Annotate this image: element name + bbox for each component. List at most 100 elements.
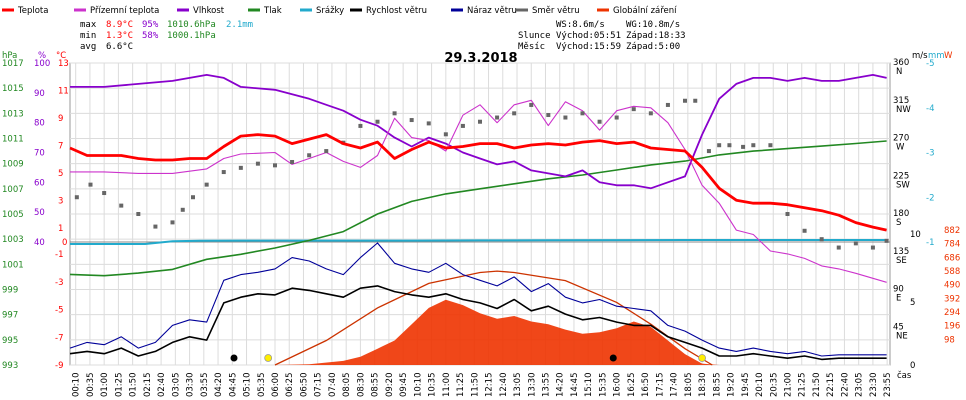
wind-direction-point: [392, 111, 397, 116]
wind-direction-point: [74, 195, 79, 200]
wind-direction-point: [529, 102, 534, 107]
w-tick: 98: [944, 335, 955, 345]
time-tick: 10:35: [428, 373, 438, 398]
time-tick: 15:35: [598, 373, 608, 398]
axes-layer: 1017101510131011100910071005100310019999…: [2, 58, 960, 397]
wind-direction-point: [802, 228, 807, 233]
temp-tick: 1: [58, 224, 63, 234]
dir-tick-deg: 180: [893, 209, 909, 219]
time-tick: 08:55: [371, 373, 381, 398]
wind-direction-point: [741, 144, 746, 149]
time-tick: 20:10: [755, 373, 765, 398]
time-tick: 04:45: [228, 373, 238, 398]
temp-tick: 7: [58, 142, 63, 152]
time-tick: 11:25: [456, 373, 466, 398]
legend-label-2: Vlhkost: [193, 6, 225, 16]
dir-tick-deg: 315: [893, 96, 909, 106]
wind-direction-point: [597, 119, 602, 124]
time-tick: 00:10: [72, 373, 82, 398]
stats-min-press: 1000.1hPa: [167, 31, 216, 41]
wind-direction-point: [870, 245, 875, 250]
w-tick: 490: [944, 281, 960, 291]
moon-marker-dot: [230, 354, 238, 362]
wind-direction-point: [580, 111, 585, 116]
series-rain: [70, 239, 887, 245]
pct-tick: 40: [34, 238, 45, 248]
wind-direction-point: [785, 212, 790, 216]
legend-label-1: Přízemní teplota: [90, 6, 159, 16]
markers-layer: [230, 354, 706, 362]
wind-direction-point: [443, 132, 448, 137]
dir-tick-name: SW: [896, 180, 910, 190]
hpa-tick: 995: [2, 336, 18, 346]
legend-label-8: Globální záření: [613, 6, 677, 16]
legend-label-0: Teplota: [17, 6, 48, 16]
temp-tick: -7: [55, 333, 63, 343]
dir-tick-name: S: [896, 218, 901, 228]
stats-min-label: min: [80, 31, 96, 41]
time-tick: 18:55: [712, 373, 722, 398]
time-tick: 01:00: [100, 373, 110, 398]
wind-direction-point: [290, 159, 295, 164]
mm-tick: -3: [926, 149, 934, 159]
series-wind-gust: [69, 242, 887, 357]
series-ground-temperature: [70, 99, 887, 283]
stats-block: max 8.9°C 95% 1010.6hPa 2.1mm min 1.3°C …: [80, 20, 253, 52]
series-layer: [69, 74, 889, 361]
time-tick: 11:00: [442, 373, 452, 398]
legend-label-4: Srážky: [316, 6, 344, 16]
series-temperature: [69, 133, 887, 232]
w-tick: 196: [944, 322, 960, 332]
temp-tick: -9: [55, 361, 63, 371]
info-block: WS:8.6m/s WG:10.8m/s Slunce Východ:05:51…: [518, 20, 686, 52]
info-sun-label: Slunce: [518, 31, 551, 41]
pct-tick: 70: [34, 149, 45, 159]
time-tick: 16:50: [641, 373, 651, 398]
wind-direction-point: [221, 170, 226, 175]
wind-direction-point: [751, 143, 756, 148]
temp-tick: -1: [55, 250, 63, 260]
temp-tick: 3: [58, 197, 63, 207]
dir-tick-deg: 360: [893, 58, 909, 68]
wind-direction-point: [426, 121, 431, 126]
stats-avg-temp: 6.6°C: [106, 42, 133, 52]
time-tick: 13:55: [541, 373, 551, 398]
time-tick: 20:35: [769, 373, 779, 398]
moon-marker-dot: [609, 354, 617, 362]
series-humidity: [70, 74, 887, 190]
mm-tick: -4: [926, 104, 934, 114]
pct-tick: 80: [34, 119, 45, 129]
temp-tick: 9: [58, 114, 63, 124]
chart-title: 29.3.2018: [444, 51, 517, 66]
wind-direction-point: [768, 143, 773, 148]
wind-direction-point: [119, 203, 124, 208]
wind-direction-point: [563, 115, 568, 120]
legend-label-7: Směr větru: [532, 6, 580, 16]
time-tick: 14:20: [556, 373, 566, 398]
wind-direction-point: [324, 149, 329, 154]
wind-direction-point: [375, 119, 380, 124]
dir-tick-deg: 90: [893, 285, 904, 295]
wind-direction-point: [153, 224, 158, 229]
time-unit: čas: [897, 370, 912, 381]
time-tick: 23:55: [883, 373, 893, 398]
ms-unit: m/s: [912, 51, 928, 61]
info-sun-rise: Východ:05:51: [556, 31, 621, 41]
time-tick: 16:00: [613, 373, 623, 398]
time-tick: 05:35: [257, 373, 267, 398]
dir-tick-name: W: [896, 143, 905, 153]
hpa-tick: 999: [2, 286, 18, 296]
wind-direction-point: [836, 245, 841, 250]
dir-tick-name: NE: [896, 331, 908, 341]
hpa-tick: 1003: [2, 235, 24, 245]
stats-max-label: max: [80, 20, 97, 30]
time-tick: 17:15: [655, 373, 665, 398]
time-tick: 03:30: [186, 373, 196, 398]
wind-direction-point: [665, 102, 670, 107]
time-tick: 06:25: [285, 373, 295, 398]
time-tick: 12:15: [485, 373, 495, 397]
wind-direction-point: [884, 238, 889, 243]
time-tick: 09:20: [385, 373, 395, 398]
time-tick: 16:25: [627, 373, 637, 398]
